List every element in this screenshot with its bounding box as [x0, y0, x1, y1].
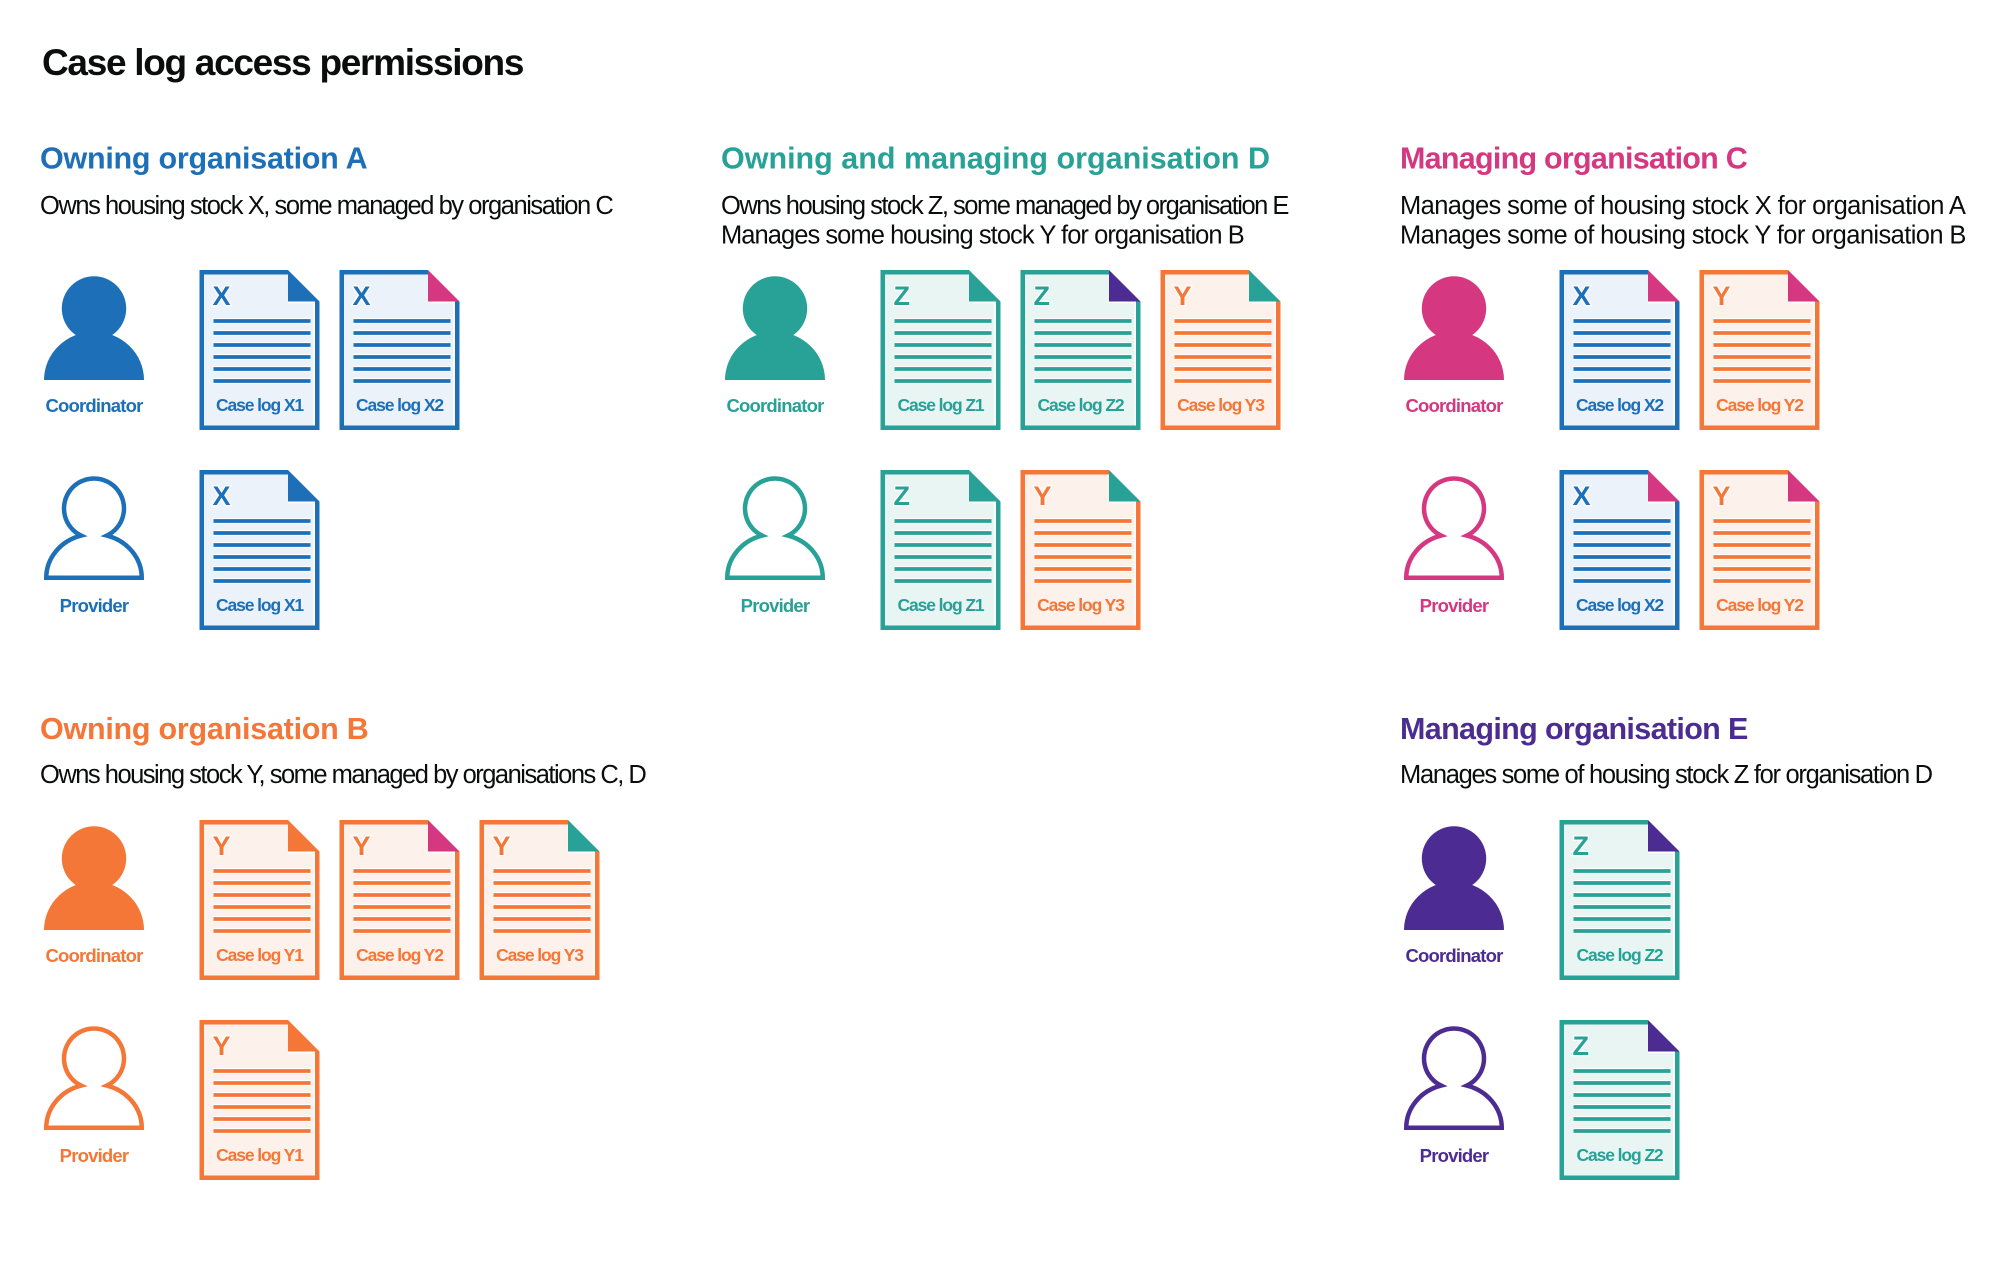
svg-text:Coordinator: Coordinator: [45, 945, 143, 966]
svg-text:Owns housing stock X, some man: Owns housing stock X, some managed by or…: [40, 192, 613, 220]
svg-text:X: X: [213, 481, 231, 511]
svg-text:Provider: Provider: [1420, 1145, 1489, 1166]
svg-text:Case log X1: Case log X1: [216, 395, 304, 415]
svg-text:Owning organisation A: Owning organisation A: [40, 142, 368, 176]
svg-text:Case log Z1: Case log Z1: [897, 595, 984, 615]
svg-text:Case log Z2: Case log Z2: [1576, 1145, 1663, 1165]
svg-text:Y: Y: [1034, 481, 1052, 511]
svg-text:X: X: [1573, 281, 1591, 311]
svg-text:Case log Y2: Case log Y2: [1716, 395, 1804, 415]
svg-text:Z: Z: [894, 481, 911, 511]
svg-text:Y: Y: [213, 831, 231, 861]
svg-text:Manages some of housing stock: Manages some of housing stock Y for orga…: [1400, 221, 1966, 249]
svg-text:Case log X2: Case log X2: [356, 395, 444, 415]
svg-text:Case log Y3: Case log Y3: [1037, 595, 1125, 615]
svg-text:Case log Y2: Case log Y2: [356, 945, 444, 965]
svg-text:Y: Y: [1713, 281, 1731, 311]
svg-text:Z: Z: [1573, 1031, 1590, 1061]
svg-text:Case log Y1: Case log Y1: [216, 1145, 304, 1165]
svg-text:Managing organisation E: Managing organisation E: [1400, 712, 1748, 746]
svg-text:Provider: Provider: [741, 595, 810, 616]
svg-text:Case log Z1: Case log Z1: [897, 395, 984, 415]
svg-text:Z: Z: [894, 281, 911, 311]
svg-text:Case log Y1: Case log Y1: [216, 945, 304, 965]
svg-text:Y: Y: [1713, 481, 1731, 511]
svg-text:Owns housing stock Y, some man: Owns housing stock Y, some managed by or…: [40, 761, 646, 789]
svg-text:Coordinator: Coordinator: [1405, 395, 1503, 416]
svg-text:Case log X1: Case log X1: [216, 595, 304, 615]
svg-text:Case log Z2: Case log Z2: [1037, 395, 1124, 415]
svg-text:Z: Z: [1034, 281, 1051, 311]
svg-text:Y: Y: [1174, 281, 1192, 311]
svg-text:X: X: [213, 281, 231, 311]
svg-text:Manages some housing stock Y f: Manages some housing stock Y for organis…: [721, 221, 1244, 249]
svg-text:Provider: Provider: [60, 1145, 129, 1166]
svg-text:Case log Y3: Case log Y3: [1177, 395, 1265, 415]
svg-text:Owning organisation B: Owning organisation B: [40, 712, 369, 746]
svg-text:X: X: [1573, 481, 1591, 511]
svg-text:Case log Y3: Case log Y3: [496, 945, 584, 965]
svg-text:Provider: Provider: [60, 595, 129, 616]
svg-text:Z: Z: [1573, 831, 1590, 861]
svg-text:Coordinator: Coordinator: [1405, 945, 1503, 966]
svg-text:Y: Y: [353, 831, 371, 861]
svg-text:Provider: Provider: [1420, 595, 1489, 616]
svg-text:Y: Y: [493, 831, 511, 861]
svg-text:Case log Z2: Case log Z2: [1576, 945, 1663, 965]
svg-text:X: X: [353, 281, 371, 311]
svg-text:Coordinator: Coordinator: [45, 395, 143, 416]
svg-text:Case log Y2: Case log Y2: [1716, 595, 1804, 615]
svg-text:Owning and managing organisati: Owning and managing organisation D: [721, 142, 1270, 176]
svg-text:Case log X2: Case log X2: [1576, 595, 1664, 615]
svg-text:Manages some of housing stock: Manages some of housing stock X for orga…: [1400, 192, 1966, 220]
svg-text:Owns housing stock Z, some man: Owns housing stock Z, some managed by or…: [721, 192, 1288, 220]
svg-text:Y: Y: [213, 1031, 231, 1061]
svg-text:Coordinator: Coordinator: [726, 395, 824, 416]
svg-text:Case log X2: Case log X2: [1576, 395, 1664, 415]
svg-text:Managing organisation C: Managing organisation C: [1400, 142, 1748, 176]
svg-text:Case log access permissions: Case log access permissions: [42, 42, 524, 83]
svg-text:Manages some of housing stock: Manages some of housing stock Z for orga…: [1400, 761, 1933, 789]
